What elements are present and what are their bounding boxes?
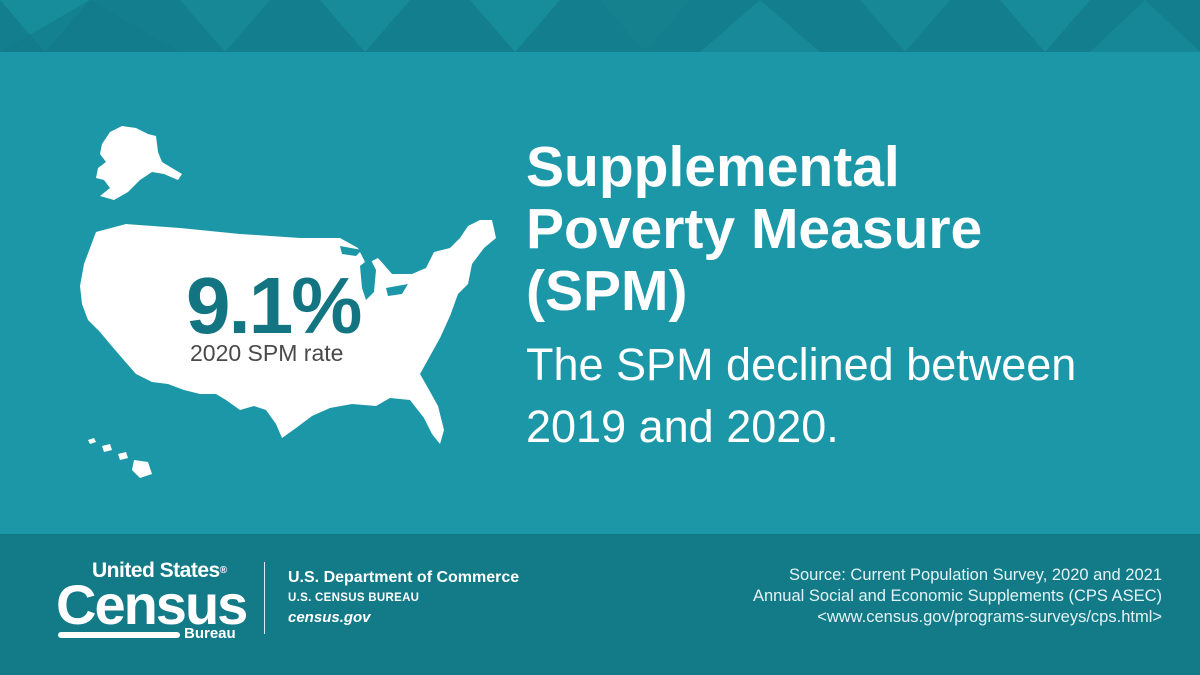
headline-line-1: Supplemental [526, 135, 900, 199]
logo-underline [58, 632, 180, 638]
logo-bureau: Bureau [184, 625, 236, 642]
footer-divider [264, 562, 265, 634]
headline-line-2: Poverty Measure [526, 197, 983, 261]
source-line-1: Source: Current Population Survey, 2020 … [788, 566, 1162, 584]
hawaii-island-4 [132, 460, 152, 478]
headline: Supplemental Poverty Measure (SPM) [526, 136, 1166, 322]
hawaii-island-2 [102, 444, 112, 452]
logo-united-states: United States® [92, 559, 227, 582]
source-url[interactable]: <www.census.gov/programs-surveys/cps.htm… [817, 608, 1162, 626]
lake-erie [386, 284, 408, 296]
hawaii-island-1 [88, 438, 96, 444]
subhead-line-2: 2019 and 2020. [526, 401, 839, 452]
source-citation: Source: Current Population Survey, 2020 … [602, 565, 1162, 628]
spm-rate-value: 9.1% [186, 261, 362, 350]
logo-census: Census [56, 573, 248, 636]
website-link[interactable]: census.gov [288, 609, 371, 626]
department-name: U.S. Department of Commerce [288, 569, 520, 586]
headline-line-3: (SPM) [526, 259, 688, 323]
footer: United States® Census Bureau U.S. Depart… [0, 534, 1200, 675]
main-panel: 9.1% 2020 SPM rate Supplemental Poverty … [0, 52, 1200, 534]
subheadline: The SPM declined between 2019 and 2020. [526, 334, 1176, 458]
top-decorative-band [0, 0, 1200, 52]
us-map-icon [40, 88, 510, 478]
hawaii-island-3 [118, 452, 128, 460]
source-line-2: Annual Social and Economic Supplements (… [752, 587, 1162, 605]
department-block: U.S. Department of Commerce U.S. CENSUS … [288, 568, 588, 628]
alaska-shape [96, 126, 182, 200]
subhead-line-1: The SPM declined between [526, 339, 1077, 390]
spm-rate-label: 2020 SPM rate [190, 340, 344, 366]
lake-superior [340, 246, 362, 256]
lake-michigan [360, 258, 376, 300]
registered-mark: ® [219, 565, 227, 576]
triangle-pattern [0, 0, 1200, 52]
us-map-graphic [80, 126, 496, 478]
bureau-name: U.S. CENSUS BUREAU [288, 592, 420, 604]
census-bureau-logo: United States® Census Bureau [56, 559, 248, 660]
contiguous-us-shape [80, 220, 496, 444]
